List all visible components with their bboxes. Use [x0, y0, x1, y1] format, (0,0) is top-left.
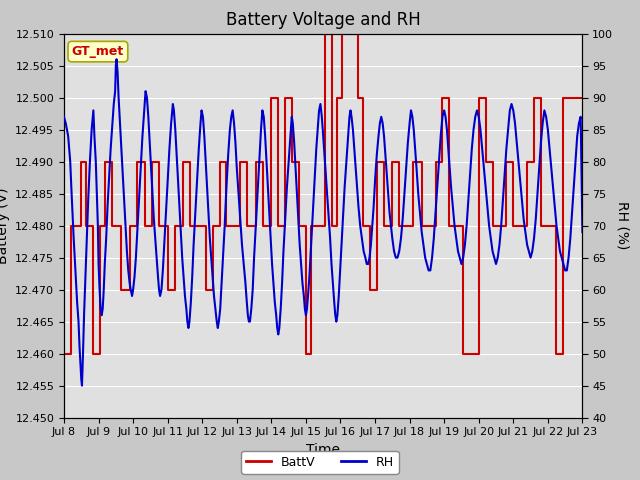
Legend: BattV, RH: BattV, RH: [241, 451, 399, 474]
Text: GT_met: GT_met: [72, 45, 124, 58]
Y-axis label: RH (%): RH (%): [616, 202, 630, 250]
Y-axis label: Battery (V): Battery (V): [0, 187, 10, 264]
X-axis label: Time: Time: [306, 443, 340, 457]
Title: Battery Voltage and RH: Battery Voltage and RH: [226, 11, 420, 29]
